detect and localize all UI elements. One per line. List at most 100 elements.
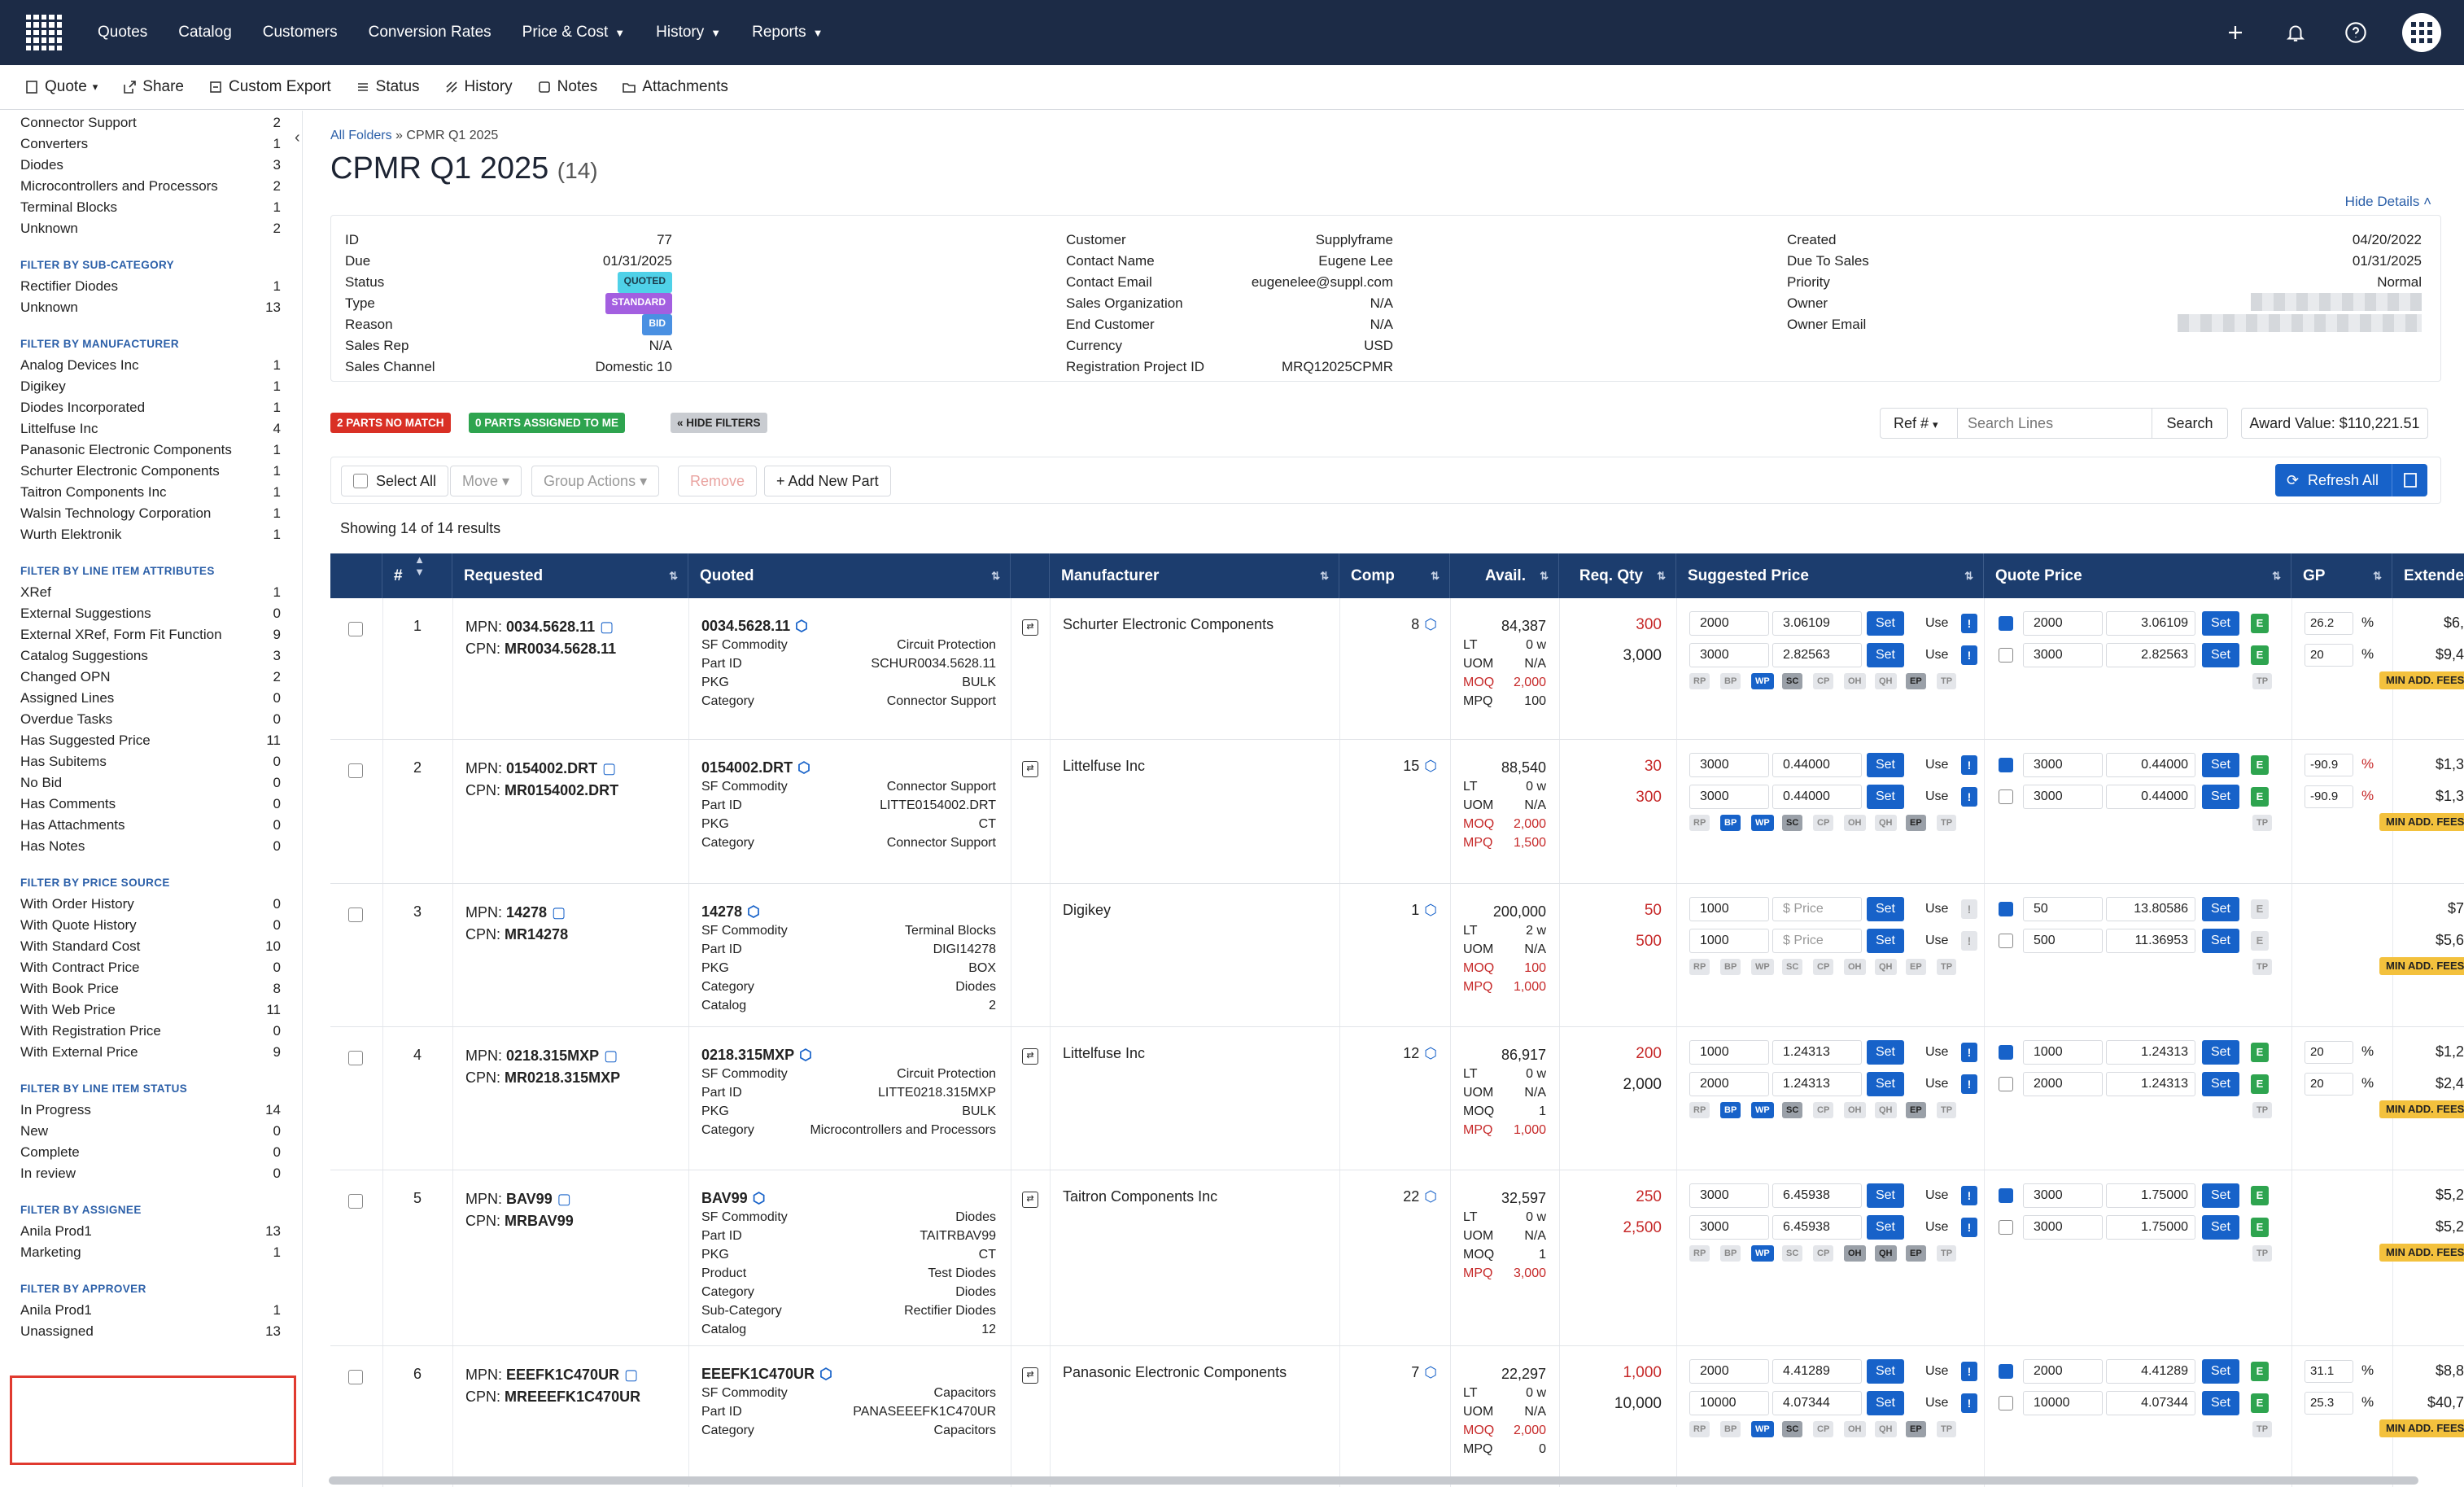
e-button[interactable]: E — [2251, 1362, 2269, 1381]
quote-qty-input[interactable]: 3000 — [2023, 785, 2103, 809]
suggested-price-input[interactable]: 3.06109 — [1772, 611, 1862, 636]
e-button[interactable]: E — [2251, 899, 2269, 919]
e-button[interactable]: E — [2251, 645, 2269, 665]
custom-export-button[interactable]: Custom Export — [208, 78, 331, 96]
header-req-qty[interactable]: Req. Qty ⇅ — [1559, 553, 1676, 598]
e-button[interactable]: E — [2251, 1043, 2269, 1062]
group-actions-button[interactable]: Group Actions ▾ — [531, 466, 660, 496]
filter-item[interactable]: New 0 — [0, 1121, 302, 1142]
gp-input[interactable]: 31.1 — [2305, 1360, 2353, 1383]
price-source-tag[interactable]: BP — [1720, 673, 1741, 689]
price-source-tag[interactable]: TP — [1937, 815, 1957, 831]
filter-item[interactable]: Panasonic Electronic Components 1 — [0, 440, 302, 461]
use-button[interactable]: Use — [1925, 1077, 1949, 1091]
price-source-tag[interactable]: QH — [1875, 1421, 1897, 1437]
quote-select-checkbox[interactable] — [1999, 1396, 2013, 1410]
quote-qty-input[interactable]: 2000 — [2023, 611, 2103, 636]
alert-icon[interactable]: ! — [1961, 614, 1977, 633]
filter-item[interactable]: Unknown 13 — [0, 297, 302, 318]
suggested-price-input[interactable]: 1.24313 — [1772, 1072, 1862, 1096]
suggested-price-input[interactable]: 2.82563 — [1772, 643, 1862, 667]
row-checkbox[interactable] — [348, 1194, 363, 1209]
set-button[interactable]: Set — [1867, 897, 1904, 921]
price-source-tag[interactable]: CP — [1813, 815, 1834, 831]
suggested-qty-input[interactable]: 10000 — [1689, 1391, 1769, 1415]
nav-item-quotes[interactable]: Quotes — [98, 24, 147, 42]
e-button[interactable]: E — [2251, 1074, 2269, 1094]
e-button[interactable]: E — [2251, 931, 2269, 951]
price-source-tag[interactable]: WP — [1751, 815, 1774, 831]
price-source-tag[interactable]: QH — [1875, 959, 1897, 975]
set-button[interactable]: Set — [1867, 1391, 1904, 1415]
set-button[interactable]: Set — [1867, 929, 1904, 953]
price-source-tag[interactable]: BP — [1720, 815, 1741, 831]
collapse-sidebar-icon[interactable]: ‹ — [295, 129, 300, 147]
tp-tag[interactable]: TP — [2252, 959, 2273, 975]
price-source-tag[interactable]: BP — [1720, 1421, 1741, 1437]
select-all-checkbox[interactable] — [353, 474, 368, 488]
quote-qty-input[interactable]: 10000 — [2023, 1391, 2103, 1415]
filter-item[interactable]: Has Suggested Price 11 — [0, 730, 302, 751]
price-source-tag[interactable]: RP — [1689, 1102, 1710, 1118]
suggested-price-input[interactable]: 4.07344 — [1772, 1391, 1862, 1415]
set-button[interactable]: Set — [1867, 785, 1904, 809]
use-button[interactable]: Use — [1925, 648, 1949, 662]
add-new-part-button[interactable]: + Add New Part — [764, 466, 891, 496]
quote-qty-input[interactable]: 500 — [2023, 929, 2103, 953]
use-button[interactable]: Use — [1925, 1045, 1949, 1059]
suggested-price-input[interactable]: 6.45938 — [1772, 1183, 1862, 1208]
nav-item-price-cost[interactable]: Price & Cost ▼ — [522, 24, 625, 42]
set-button[interactable]: Set — [1867, 643, 1904, 667]
price-source-tag[interactable]: CP — [1813, 1421, 1834, 1437]
set-button[interactable]: Set — [1867, 1183, 1904, 1208]
header-quoted[interactable]: Quoted ⇅ — [688, 553, 1011, 598]
use-button[interactable]: Use — [1925, 616, 1949, 630]
price-source-tag[interactable]: QH — [1875, 1102, 1897, 1118]
folder-icon[interactable]: ▢ — [557, 1191, 571, 1207]
header-suggested[interactable]: Suggested Price ⇅ — [1676, 553, 1984, 598]
quote-qty-input[interactable]: 3000 — [2023, 1215, 2103, 1240]
folder-icon[interactable]: ▢ — [552, 904, 566, 921]
quote-menu-button[interactable]: Quote ▾ — [24, 78, 98, 96]
quoted-mpn[interactable]: 14278 — [701, 903, 743, 920]
notes-button[interactable]: Notes — [537, 78, 597, 96]
set-button[interactable]: Set — [1867, 1040, 1904, 1065]
sort-icon[interactable]: ⇅ — [1431, 570, 1440, 582]
quote-qty-input[interactable]: 1000 — [2023, 1040, 2103, 1065]
set-button[interactable]: Set — [1867, 611, 1904, 636]
suggested-qty-input[interactable]: 2000 — [1689, 1072, 1769, 1096]
price-source-tag[interactable]: RP — [1689, 815, 1710, 831]
nav-item-conversion-rates[interactable]: Conversion Rates — [369, 24, 491, 42]
alert-icon[interactable]: ! — [1961, 1186, 1977, 1205]
price-source-tag[interactable]: BP — [1720, 1245, 1741, 1262]
e-button[interactable]: E — [2251, 614, 2269, 633]
filter-item[interactable]: With Book Price 8 — [0, 978, 302, 999]
e-button[interactable]: E — [2251, 755, 2269, 775]
quote-select-checkbox[interactable] — [1999, 616, 2013, 631]
price-source-tag[interactable]: SC — [1782, 959, 1803, 975]
tp-tag[interactable]: TP — [2252, 1421, 2273, 1437]
alert-icon[interactable]: ! — [1961, 787, 1977, 807]
alert-icon[interactable]: ! — [1961, 1362, 1977, 1381]
suggested-qty-input[interactable]: 3000 — [1689, 1215, 1769, 1240]
quote-price-input[interactable]: 0.44000 — [2106, 753, 2195, 777]
quote-price-input[interactable]: 11.36953 — [2106, 929, 2195, 953]
suggested-price-input[interactable]: 4.41289 — [1772, 1359, 1862, 1384]
set-button[interactable]: Set — [2202, 897, 2239, 921]
filter-item[interactable]: Has Comments 0 — [0, 794, 302, 815]
tp-tag[interactable]: TP — [2252, 673, 2273, 689]
compare-icon[interactable]: ⇄ — [1022, 761, 1038, 777]
set-button[interactable]: Set — [1867, 753, 1904, 777]
filter-item[interactable]: Diodes 3 — [0, 155, 302, 176]
filter-item[interactable]: With Web Price 11 — [0, 999, 302, 1021]
use-button[interactable]: Use — [1925, 1220, 1949, 1234]
price-source-tag[interactable]: QH — [1875, 1245, 1897, 1262]
header-gp[interactable]: GP ⇅ — [2291, 553, 2392, 598]
filter-item[interactable]: Microcontrollers and Processors 2 — [0, 176, 302, 197]
price-source-tag[interactable]: OH — [1844, 673, 1866, 689]
comp-cell[interactable]: 12 ⬡ — [1339, 1045, 1437, 1062]
price-source-tag[interactable]: EP — [1906, 1102, 1926, 1118]
gp-input[interactable]: 20 — [2305, 644, 2353, 667]
quote-select-checkbox[interactable] — [1999, 789, 2013, 804]
row-checkbox[interactable] — [348, 763, 363, 778]
